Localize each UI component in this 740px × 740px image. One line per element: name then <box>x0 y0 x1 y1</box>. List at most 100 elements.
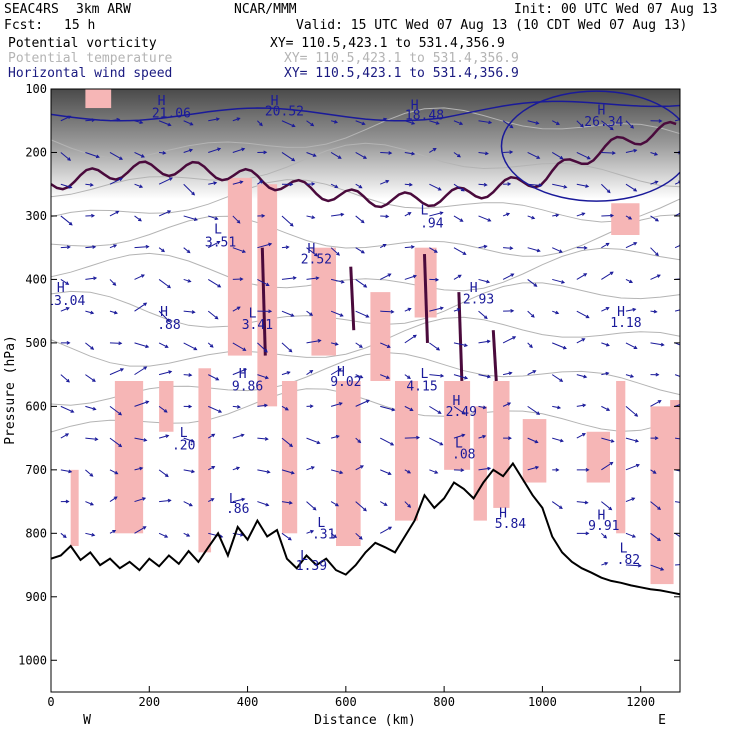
wind-arrow <box>650 215 659 222</box>
wind-arrow-head <box>68 221 73 226</box>
wind-arrow-head <box>629 279 634 284</box>
wind-arrow <box>380 405 395 411</box>
wind-arrow-head <box>113 310 118 315</box>
extremum-label: L <box>317 516 325 531</box>
wind-arrow-head <box>289 222 294 227</box>
wind-arrow-head <box>333 534 338 538</box>
wind-arrow <box>60 405 74 413</box>
wind-arrow <box>502 120 513 129</box>
wind-arrow <box>257 404 268 407</box>
extremum-label: H <box>499 506 507 521</box>
pv-shade-patch <box>70 469 79 547</box>
wind-arrow-head <box>483 315 488 320</box>
wind-arrow <box>478 340 490 344</box>
wind-arrow-head <box>680 536 683 539</box>
wind-arrow-head <box>145 400 150 405</box>
wind-arrow <box>674 342 680 346</box>
theta-contour-line <box>51 142 680 198</box>
x-end-label-west: W <box>83 713 91 728</box>
wind-arrow <box>232 215 241 224</box>
wind-arrow <box>208 241 220 249</box>
wind-arrow <box>306 437 320 444</box>
wind-arrow <box>183 120 193 126</box>
pv-shade-patch <box>370 292 391 381</box>
wind-arrow <box>576 183 589 187</box>
wind-arrow-head <box>314 252 318 257</box>
wind-arrow <box>330 342 338 345</box>
wind-arrow-head <box>583 273 588 277</box>
wind-arrow <box>453 274 462 280</box>
wind-arrow <box>625 405 638 417</box>
wind-arrow <box>158 310 170 322</box>
wind-arrow-head <box>193 346 198 351</box>
extremum-label: H <box>617 305 625 320</box>
wind-arrow-head <box>406 375 411 379</box>
wind-arrow <box>674 181 680 185</box>
wind-arrow-head <box>532 370 537 374</box>
wind-arrow <box>183 437 194 443</box>
wind-arrow <box>109 368 124 376</box>
wind-arrow <box>527 152 540 159</box>
wind-arrow-head <box>191 191 196 196</box>
wind-arrow-head <box>290 313 295 317</box>
wind-arrow-head <box>483 182 488 187</box>
wind-arrow <box>674 244 680 249</box>
wind-arrow <box>625 564 641 567</box>
wind-arrow-head <box>337 368 342 372</box>
theta-contour-line <box>51 282 680 328</box>
wind-arrow-head <box>288 500 293 505</box>
wind-arrow <box>306 152 316 157</box>
wind-arrow <box>208 374 219 381</box>
wind-arrow <box>355 399 370 407</box>
wind-arrow <box>109 469 118 475</box>
wind-arrow <box>380 151 392 154</box>
wind-arrow <box>576 374 587 378</box>
wind-arrow <box>502 336 516 344</box>
wind-arrow <box>85 246 96 249</box>
pv-shade-patch <box>257 184 278 407</box>
wind-arrow-head <box>436 346 441 351</box>
wind-arrow-head <box>363 155 368 159</box>
wind-arrow-head <box>310 466 315 470</box>
wind-arrow <box>650 564 664 571</box>
x-tick-label: 800 <box>433 695 455 709</box>
wind-arrow <box>85 342 94 350</box>
wind-arrow-head <box>407 307 412 312</box>
wind-arrow-head <box>660 342 665 347</box>
wind-arrow-head <box>312 153 317 157</box>
extremum-label: 9.91 <box>588 519 619 534</box>
wind-arrow <box>404 308 411 312</box>
wind-arrow-head <box>363 507 367 512</box>
pv-shade-patch <box>650 406 674 585</box>
wind-arrow <box>257 501 269 506</box>
wind-arrow <box>109 244 117 249</box>
wind-arrow <box>625 437 639 442</box>
wind-arrow <box>158 405 168 413</box>
wind-arrow <box>355 279 367 288</box>
extremum-label: 18.48 <box>405 108 444 123</box>
wind-arrow <box>404 246 414 249</box>
wind-arrow-head <box>309 369 314 374</box>
wind-arrow <box>134 497 146 503</box>
wind-arrow <box>232 117 240 122</box>
wind-arrow <box>601 372 609 376</box>
wind-arrow-head <box>459 218 464 222</box>
wind-arrow-head <box>561 280 566 284</box>
wind-arrow-head <box>434 470 439 474</box>
wind-arrow-head <box>291 123 296 128</box>
wind-arrow-head <box>383 502 388 506</box>
wind-arrow <box>478 120 492 124</box>
wind-arrow <box>601 342 610 346</box>
wind-arrow <box>650 532 661 541</box>
wind-arrow <box>429 374 444 377</box>
extremum-label: H <box>470 281 478 296</box>
wind-arrow <box>576 310 589 319</box>
wind-arrow <box>552 278 565 284</box>
wind-arrow <box>552 120 560 125</box>
extremum-label: 26.34 <box>584 115 623 130</box>
wind-arrow <box>601 271 614 280</box>
extremum-label: 13.04 <box>46 294 85 309</box>
wind-arrow <box>625 342 637 349</box>
wind-arrow-head <box>241 147 246 152</box>
extremum-label: .94 <box>420 216 444 231</box>
